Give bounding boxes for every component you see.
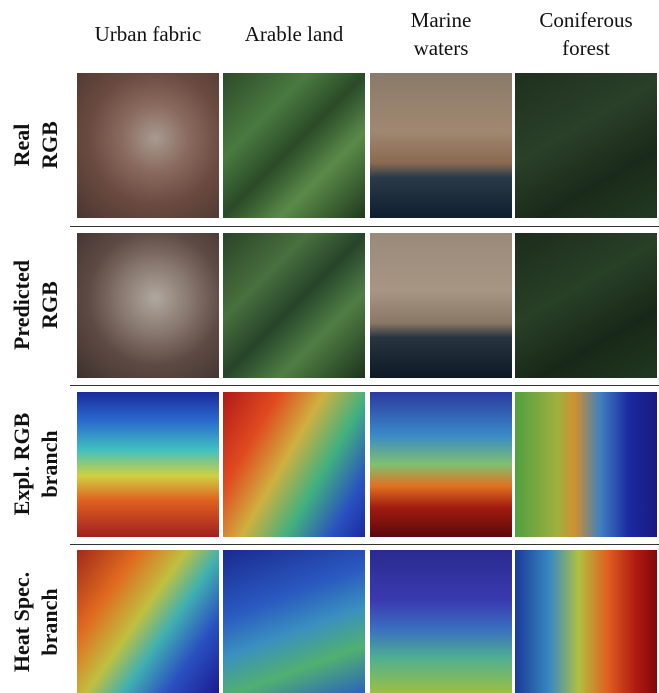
row-label: Real RGB (8, 70, 78, 220)
row-label-line: Expl. RGB (9, 412, 34, 516)
image-tile (370, 73, 512, 218)
column-label-line: Urban fabric (94, 22, 202, 46)
image-tile (77, 233, 219, 378)
column-label: Marine waters (366, 6, 516, 62)
separator (70, 544, 659, 545)
row-label-line: Predicted (9, 260, 34, 351)
row-label-line: RGB (37, 281, 62, 329)
column-label-line: Marine (410, 8, 472, 32)
image-tile (223, 550, 365, 693)
image-tile (370, 233, 512, 378)
row-label: Predicted RGB (8, 230, 78, 380)
image-tile (223, 233, 365, 378)
row-label-line: branch (37, 430, 62, 498)
image-tile (515, 233, 657, 378)
separator (70, 385, 659, 386)
column-label: Arable land (219, 20, 369, 48)
column-label-line: Arable land (244, 22, 344, 46)
image-tile (370, 550, 512, 693)
image-tile (77, 392, 219, 537)
column-label-line: waters (413, 36, 469, 60)
column-label: Coniferous forest (511, 6, 659, 62)
column-label: Urban fabric (73, 20, 223, 48)
row-label-line: branch (37, 588, 62, 656)
row-label-line: Heat Spec. (9, 571, 34, 673)
column-label-line: Coniferous (539, 8, 633, 32)
row-label-line: RGB (37, 121, 62, 169)
row-label-line: Real (9, 123, 34, 167)
image-tile (515, 392, 657, 537)
row-label: Heat Spec. branch (8, 547, 78, 693)
column-label-line: forest (562, 36, 610, 60)
image-tile (370, 392, 512, 537)
image-tile (77, 550, 219, 693)
separator (70, 226, 659, 227)
image-tile (515, 73, 657, 218)
row-label: Expl. RGB branch (8, 389, 78, 539)
image-tile (77, 73, 219, 218)
image-tile (223, 392, 365, 537)
image-tile (515, 550, 657, 693)
image-tile (223, 73, 365, 218)
